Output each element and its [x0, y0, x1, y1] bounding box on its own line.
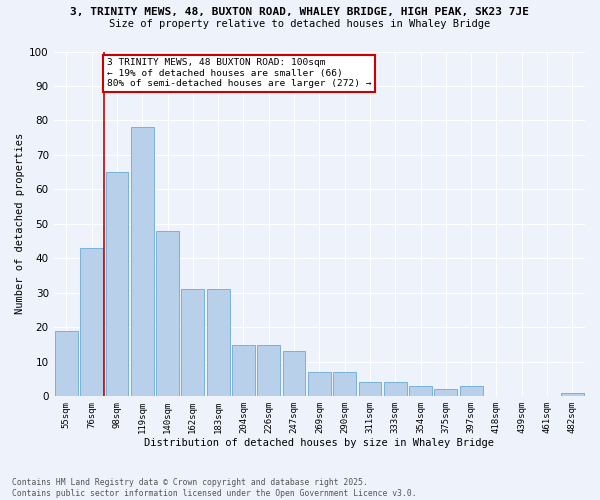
Text: 3, TRINITY MEWS, 48, BUXTON ROAD, WHALEY BRIDGE, HIGH PEAK, SK23 7JE: 3, TRINITY MEWS, 48, BUXTON ROAD, WHALEY… [71, 8, 530, 18]
Bar [156, 231, 179, 396]
Y-axis label: Number of detached properties: Number of detached properties [15, 133, 25, 314]
Bar [409, 386, 432, 396]
X-axis label: Distribution of detached houses by size in Whaley Bridge: Distribution of detached houses by size … [145, 438, 494, 448]
Bar [131, 128, 154, 396]
Bar [55, 330, 77, 396]
Bar [283, 352, 305, 396]
Bar [333, 372, 356, 396]
Text: 3 TRINITY MEWS, 48 BUXTON ROAD: 100sqm
← 19% of detached houses are smaller (66): 3 TRINITY MEWS, 48 BUXTON ROAD: 100sqm ←… [107, 58, 371, 88]
Bar [359, 382, 382, 396]
Bar [232, 344, 255, 396]
Text: Contains HM Land Registry data © Crown copyright and database right 2025.
Contai: Contains HM Land Registry data © Crown c… [12, 478, 416, 498]
Bar [460, 386, 482, 396]
Bar [257, 344, 280, 396]
Bar [434, 390, 457, 396]
Text: Size of property relative to detached houses in Whaley Bridge: Size of property relative to detached ho… [109, 19, 491, 29]
Bar [80, 248, 103, 396]
Bar [181, 290, 204, 396]
Bar [207, 290, 230, 396]
Bar [561, 393, 584, 396]
Bar [106, 172, 128, 396]
Bar [384, 382, 407, 396]
Bar [308, 372, 331, 396]
